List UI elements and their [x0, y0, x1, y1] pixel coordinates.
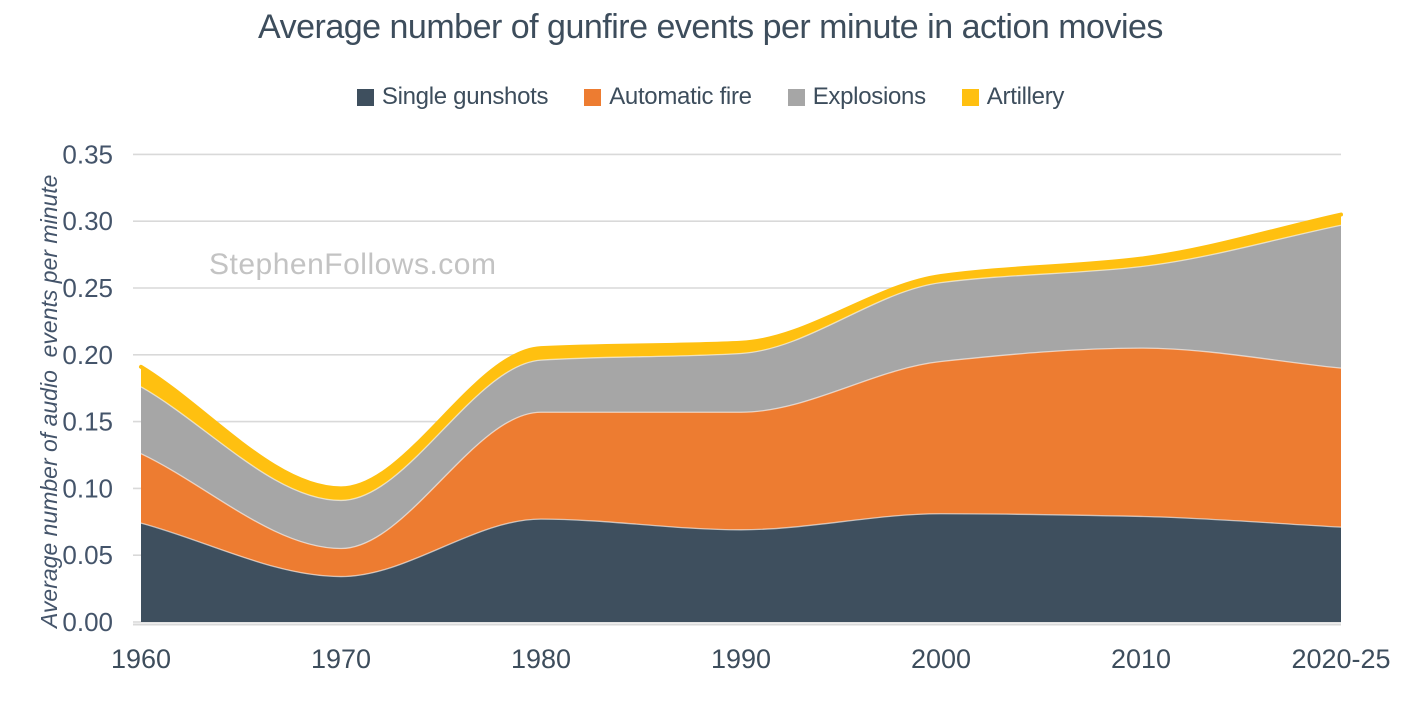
legend-swatch-icon: [584, 88, 602, 106]
band-separator: [140, 513, 1342, 578]
watermark: StephenFollows.com: [209, 248, 497, 281]
chart-title: Average number of gunfire events per min…: [258, 8, 1163, 46]
band-separator: [140, 224, 1342, 502]
legend-swatch-icon: [356, 88, 374, 106]
legend-item-explosions: Explosions: [787, 83, 926, 111]
y-tick-label: 0.10: [62, 473, 113, 503]
legend-label: Explosions: [812, 83, 926, 110]
x-tick-label: 2010: [1111, 644, 1171, 674]
y-tick-label: 0.35: [62, 139, 113, 169]
legend-label: Artillery: [986, 83, 1065, 110]
x-tick-label: 1970: [311, 644, 371, 674]
legend-item-single-gunshots: Single gunshots: [356, 83, 549, 111]
area-single-gunshots: [141, 513, 1341, 622]
y-tick-label: 0.30: [62, 206, 113, 236]
x-tick-label: 1960: [111, 644, 171, 674]
legend-label: Automatic fire: [609, 83, 752, 110]
legend-swatch-icon: [787, 88, 805, 106]
legend-label: Single gunshots: [381, 83, 549, 110]
legend-item-artillery: Artillery: [961, 83, 1065, 111]
legend-item-automatic-fire: Automatic fire: [584, 83, 752, 111]
y-tick-label: 0.25: [62, 273, 113, 303]
band-separator: [140, 347, 1342, 550]
x-tick-label: 1980: [511, 644, 571, 674]
artillery-top-line: [139, 212, 1343, 491]
x-tick-label: 1990: [711, 644, 771, 674]
legend-swatch-icon: [961, 88, 979, 106]
legend: Single gunshots Automatic fire Explosions A…: [0, 83, 1421, 111]
y-tick-label: 0.20: [62, 340, 113, 370]
y-tick-label: 0.15: [62, 407, 113, 437]
x-tick-label: 2000: [911, 644, 971, 674]
y-tick-label: 0.05: [62, 540, 113, 570]
y-tick-label: 0.00: [62, 607, 113, 637]
x-tick-label: 2020-25: [1291, 644, 1390, 674]
